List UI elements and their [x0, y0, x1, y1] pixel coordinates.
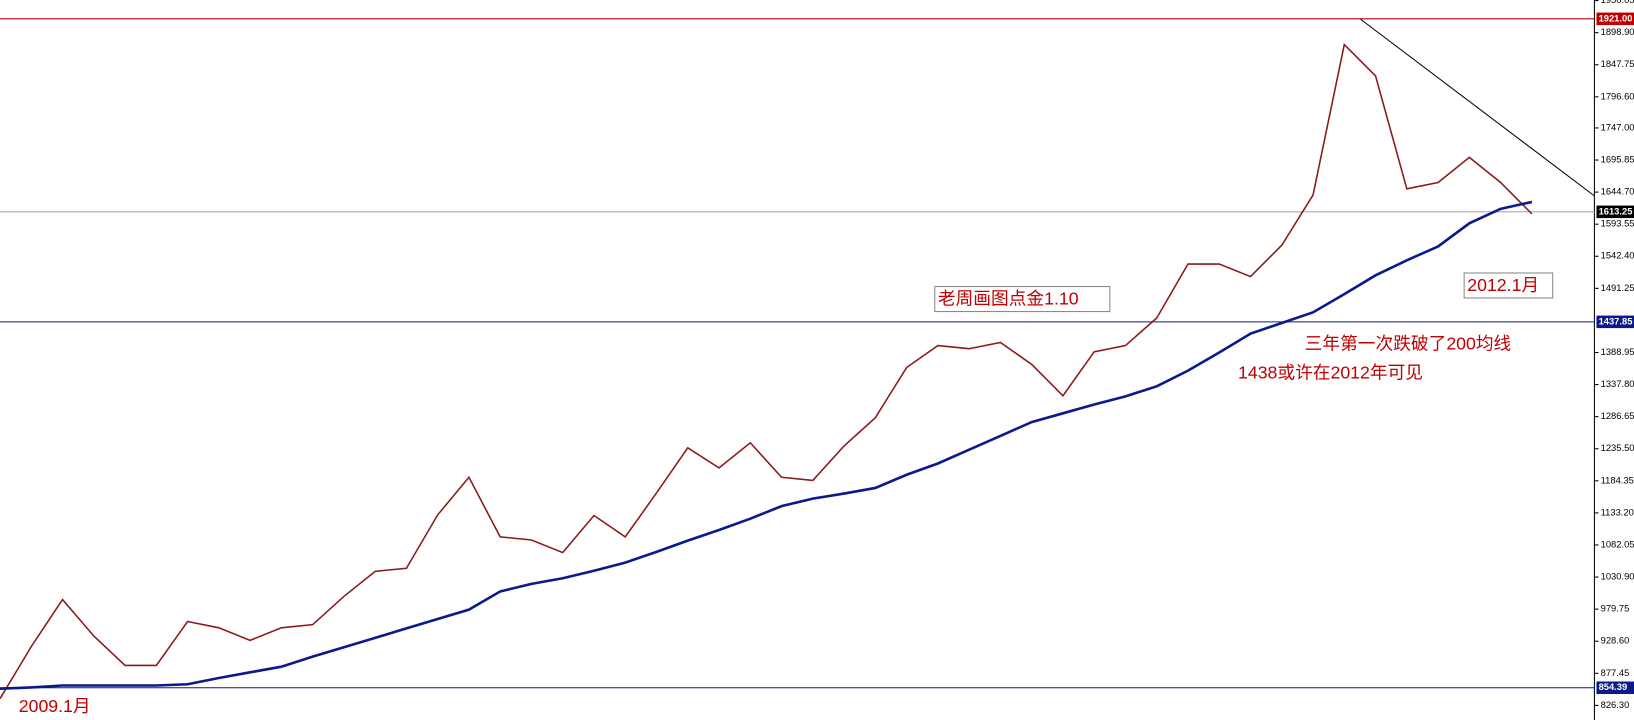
trend-line	[1359, 18, 1595, 197]
y-tick-label: 1082.05	[1601, 539, 1634, 549]
y-tick-label: 928.60	[1601, 636, 1630, 646]
level-label-box	[1596, 681, 1634, 695]
y-tick-label: 1593.55	[1601, 219, 1634, 229]
level-label: 1613.25	[1599, 206, 1633, 216]
annotation: 三年第一次跌破了200均线	[1305, 334, 1512, 354]
annotation: 2012.1月	[1467, 275, 1539, 295]
level-label: 1437.85	[1599, 316, 1633, 326]
y-tick-label: 1898.90	[1601, 27, 1634, 37]
y-tick-label: 1235.50	[1601, 443, 1634, 453]
y-tick-label: 1847.75	[1601, 59, 1634, 69]
y-tick-label: 979.75	[1601, 604, 1630, 614]
level-label-box	[1596, 315, 1634, 329]
y-tick-label: 877.45	[1601, 668, 1630, 678]
level-label-box	[1596, 12, 1634, 26]
y-tick-label: 1030.90	[1601, 572, 1634, 582]
y-tick-label: 1644.70	[1601, 187, 1634, 197]
y-tick-label: 1950.05	[1601, 0, 1634, 5]
y-tick-label: 826.30	[1601, 700, 1630, 710]
y-tick-label: 1747.00	[1601, 122, 1634, 132]
y-tick-label: 1337.80	[1601, 379, 1634, 389]
annotation: 1438或许在2012年可见	[1238, 363, 1423, 383]
annotation-box	[934, 286, 1111, 313]
y-tick-label: 1542.40	[1601, 251, 1634, 261]
level-label-box	[1596, 205, 1634, 219]
y-tick-label: 1388.95	[1601, 347, 1634, 357]
level-label: 854.39	[1599, 682, 1628, 692]
y-tick-label: 1695.85	[1601, 154, 1634, 164]
y-tick-label: 1286.65	[1601, 411, 1634, 421]
y-tick-label: 1491.25	[1601, 283, 1634, 293]
series-line	[0, 200, 1533, 690]
level-label: 1921.00	[1599, 13, 1633, 23]
y-tick-label: 1133.20	[1601, 507, 1634, 517]
annotation: 老周画图点金1.10	[938, 289, 1079, 309]
y-tick-label: 1796.60	[1601, 91, 1634, 101]
annotation: 2009.1月	[19, 696, 91, 716]
series-line	[0, 42, 1533, 700]
y-tick-label: 1184.35	[1601, 475, 1634, 485]
annotation-box	[1463, 272, 1554, 299]
